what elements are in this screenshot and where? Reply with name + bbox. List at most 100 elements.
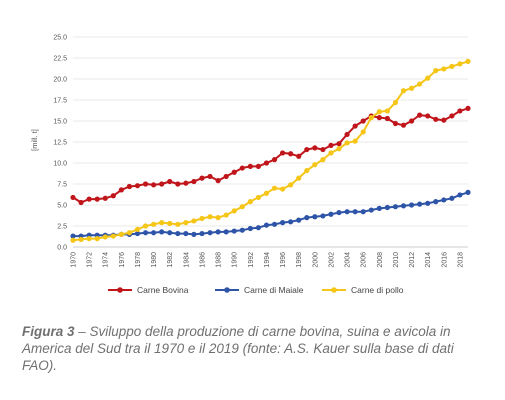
data-point: [70, 194, 76, 201]
data-point: [288, 151, 294, 157]
data-point: [392, 204, 399, 210]
data-point: [368, 207, 374, 213]
data-point: [336, 141, 342, 147]
data-point: [425, 75, 431, 81]
data-point: [336, 146, 342, 152]
data-point: [288, 182, 294, 188]
data-point: [102, 195, 108, 201]
series-line: [72, 107, 469, 204]
y-axis-tick-labels: 0.0 2.5 5.0 7.5 10.0 12.5 15.0 17.5 20.0 22.5 25.0: [53, 35, 67, 252]
data-point: [457, 192, 463, 198]
x-tick-label: 2014: [425, 252, 432, 268]
x-tick-label: 1984: [183, 252, 190, 268]
data-point: [328, 142, 334, 148]
data-point: [408, 85, 415, 91]
data-point: [320, 213, 326, 219]
data-point: [191, 231, 197, 237]
data-point: [279, 150, 286, 156]
data-point: [465, 105, 471, 111]
data-point: [126, 230, 133, 236]
data-point: [223, 212, 229, 218]
x-tick-label: 1976: [119, 252, 126, 268]
data-point: [151, 221, 157, 227]
y-tick-label: 7.5: [57, 182, 67, 189]
data-point: [433, 68, 439, 74]
data-point: [449, 195, 455, 201]
data-point: [328, 150, 334, 156]
data-point: [263, 160, 270, 166]
data-point: [425, 113, 431, 119]
data-point: [215, 215, 221, 221]
data-point: [215, 229, 221, 235]
data-point: [247, 199, 253, 205]
x-tick-label: 1970: [71, 252, 78, 268]
data-point: [167, 178, 173, 185]
y-tick-label: 0.0: [57, 245, 67, 252]
data-point: [86, 236, 92, 242]
data-point: [352, 138, 358, 144]
data-point: [344, 209, 350, 215]
y-tick-label: 12.5: [53, 140, 67, 147]
data-point: [417, 201, 423, 207]
legend-swatch-marker: [117, 287, 123, 293]
x-tick-label: 1994: [264, 252, 271, 268]
y-tick-label: 22.5: [53, 56, 67, 63]
data-point: [344, 140, 350, 146]
data-point: [110, 233, 116, 239]
data-point: [433, 199, 439, 205]
data-point: [417, 81, 423, 87]
data-point: [344, 131, 350, 138]
x-tick-label: 1982: [167, 252, 174, 268]
data-point: [263, 190, 270, 196]
data-point: [449, 113, 455, 119]
data-point: [376, 205, 382, 211]
x-tick-label: 2000: [312, 252, 319, 268]
data-point: [118, 187, 124, 193]
data-point: [151, 182, 157, 188]
series-line: [72, 60, 469, 242]
data-point: [159, 220, 165, 226]
x-tick-label: 1992: [248, 252, 255, 268]
data-point: [223, 229, 229, 235]
data-point: [392, 99, 399, 106]
x-tick-label: 2002: [328, 252, 335, 268]
data-point: [207, 214, 213, 220]
figure-caption: Figura 3 – Sviluppo della produzione di …: [22, 323, 487, 374]
data-point: [207, 173, 213, 180]
data-point: [465, 189, 471, 195]
data-point: [384, 108, 390, 114]
data-point: [159, 181, 165, 187]
x-tick-label: 1988: [216, 252, 223, 268]
data-point: [384, 204, 390, 211]
y-tick-label: 20.0: [53, 77, 67, 84]
data-point: [102, 234, 108, 240]
y-tick-label: 2.5: [57, 224, 67, 231]
data-point: [126, 183, 133, 190]
data-point: [86, 196, 92, 202]
data-point: [142, 181, 149, 187]
data-point: [320, 157, 326, 163]
legend-label: Carne di Maiale: [244, 285, 304, 295]
data-point: [255, 194, 262, 201]
data-point: [360, 129, 366, 135]
data-point: [457, 61, 463, 67]
data-point: [134, 183, 141, 189]
data-point: [296, 175, 302, 181]
data-point: [320, 146, 326, 153]
data-point: [288, 219, 294, 225]
data-point: [408, 118, 415, 124]
data-point: [376, 109, 382, 115]
x-tick-label: 1978: [135, 252, 142, 268]
x-tick-label: 1996: [280, 252, 287, 268]
line-chart: 0.0 2.5 5.0 7.5 10.0 12.5 15.0 17.5 20.0 22.5 25.0…: [30, 35, 471, 295]
x-tick-label: 2006: [361, 252, 368, 268]
y-tick-label: 25.0: [53, 35, 67, 42]
data-point: [175, 230, 181, 237]
data-point: [247, 163, 253, 169]
x-tick-label: 2004: [345, 252, 352, 268]
x-tick-label: 2016: [441, 252, 448, 268]
data-point: [118, 231, 124, 237]
data-point: [392, 120, 399, 127]
legend: Carne Bovina Carne di Maiale Carne di poll…: [108, 285, 404, 295]
data-point: [70, 233, 76, 239]
